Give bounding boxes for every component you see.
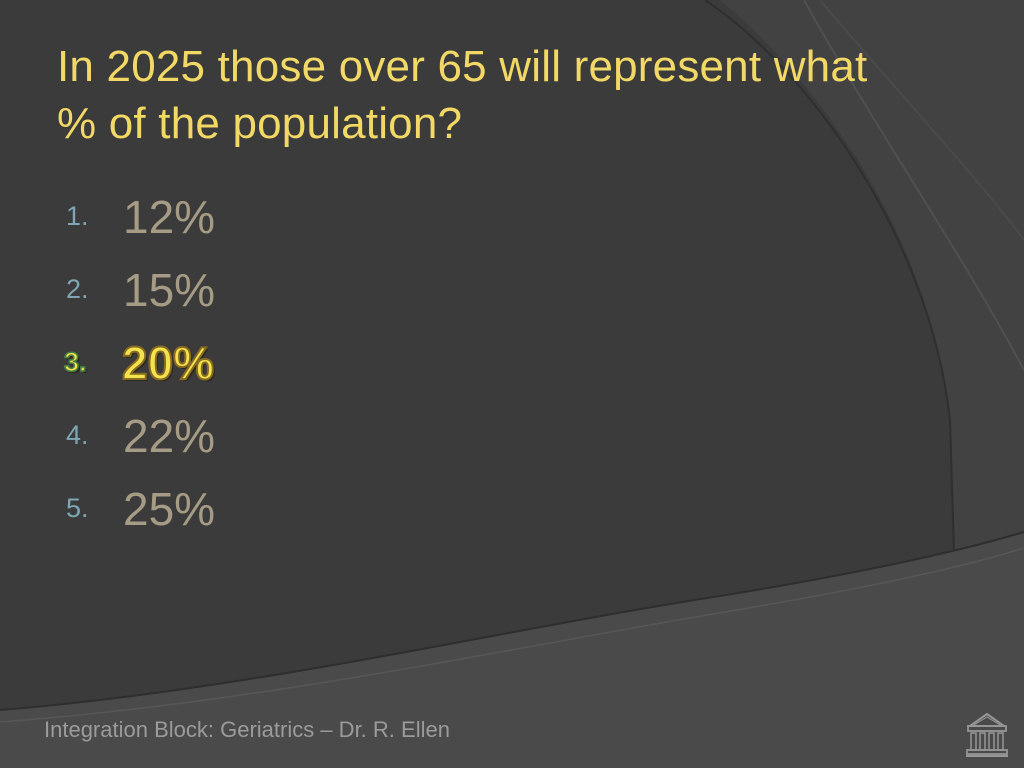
answer-text: 22% — [123, 410, 216, 462]
answer-text: 20% — [121, 336, 215, 390]
background-arc-band — [720, 0, 1024, 768]
answer-number: 4. — [66, 420, 89, 450]
answer-number: 3. — [63, 346, 87, 378]
answer-number: 5. — [66, 493, 89, 523]
home-button[interactable] — [963, 709, 1011, 759]
answer-number: 2. — [66, 274, 89, 304]
background-arc-line-3 — [819, 0, 1024, 241]
classical-building-icon — [966, 712, 1008, 757]
background-arc-line-2 — [803, 0, 1024, 371]
background-bottom-swoop-edge — [0, 531, 1024, 711]
answer-number: 1. — [66, 201, 89, 231]
answer-text: 15% — [123, 264, 216, 316]
slide-title: In 2025 those over 65 will represent wha… — [57, 42, 868, 148]
answer-text: 25% — [123, 483, 216, 535]
background-arc-line-1 — [704, 0, 956, 586]
answer-text: 12% — [123, 191, 216, 243]
slide-footer: Integration Block: Geriatrics – Dr. R. E… — [44, 717, 450, 742]
background-bottom-swoop-highlight — [0, 547, 1024, 723]
